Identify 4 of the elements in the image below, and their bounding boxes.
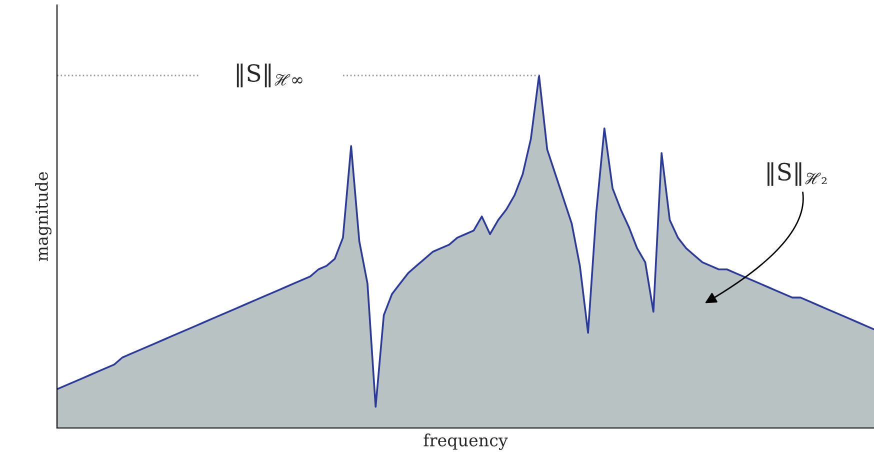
ref-line-label: ‖S‖$_{ℋ∞}$ [236, 64, 302, 88]
x-axis-title: frequency [424, 434, 508, 450]
annotation: ‖S‖$_{ℋ₂}$ [768, 162, 827, 186]
y-axis-title: magnitude [35, 172, 52, 262]
